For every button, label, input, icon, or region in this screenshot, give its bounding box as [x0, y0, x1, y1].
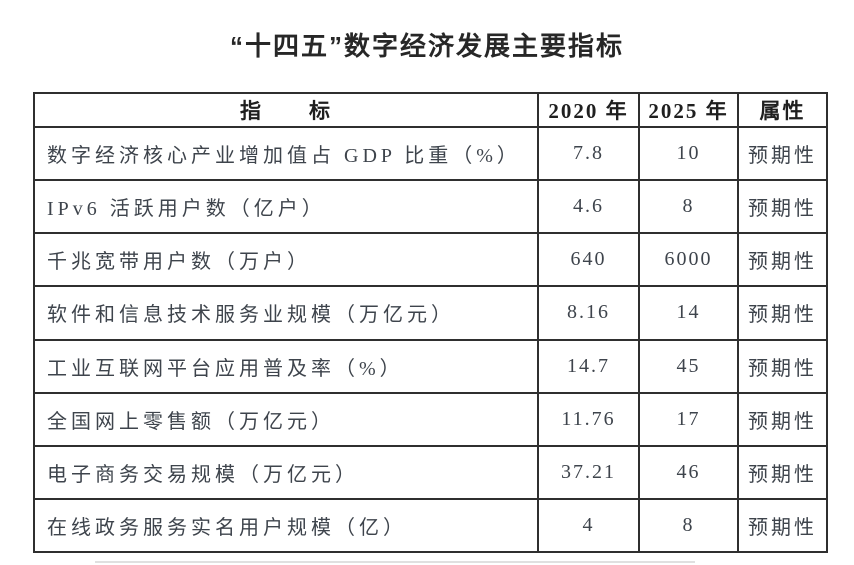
bottom-divider [95, 561, 695, 563]
table-header-row: 指 标 2020 年 2025 年 属性 [33, 92, 828, 128]
indicator-cell: 数字经济核心产业增加值占 GDP 比重（%） [33, 125, 539, 182]
table-body: 数字经济核心产业增加值占 GDP 比重（%） 7.8 10 预期性 IPv6 活跃用户数… [33, 125, 828, 554]
column-header-attribute: 属性 [737, 92, 828, 128]
value-2020-cell: 37.21 [537, 444, 640, 500]
value-2025-cell: 8 [638, 179, 739, 235]
value-2025-cell: 8 [638, 497, 739, 554]
attribute-cell: 预期性 [737, 179, 828, 235]
indicator-cell: 在线政务服务实名用户规模（亿） [33, 497, 539, 554]
value-2020-cell: 8.16 [537, 285, 640, 341]
table-row: 软件和信息技术服务业规模（万亿元） 8.16 14 预期性 [33, 285, 828, 341]
attribute-cell: 预期性 [737, 232, 828, 288]
value-2020-cell: 640 [537, 232, 640, 288]
table-row: 全国网上零售额（万亿元） 11.76 17 预期性 [33, 391, 828, 447]
table-row: 千兆宽带用户数（万户） 640 6000 预期性 [33, 232, 828, 288]
value-2025-cell: 10 [638, 125, 739, 182]
indicator-cell: 软件和信息技术服务业规模（万亿元） [33, 285, 539, 341]
attribute-cell: 预期性 [737, 497, 828, 554]
value-2020-cell: 4.6 [537, 179, 640, 235]
attribute-cell: 预期性 [737, 338, 828, 394]
table-row: 工业互联网平台应用普及率（%） 14.7 45 预期性 [33, 338, 828, 394]
column-header-2025: 2025 年 [638, 92, 739, 128]
attribute-cell: 预期性 [737, 125, 828, 182]
attribute-cell: 预期性 [737, 285, 828, 341]
value-2020-cell: 4 [537, 497, 640, 554]
indicator-cell: IPv6 活跃用户数（亿户） [33, 179, 539, 235]
value-2025-cell: 17 [638, 391, 739, 447]
value-2025-cell: 6000 [638, 232, 739, 288]
value-2020-cell: 14.7 [537, 338, 640, 394]
indicator-cell: 千兆宽带用户数（万户） [33, 232, 539, 288]
value-2025-cell: 14 [638, 285, 739, 341]
column-header-indicator: 指 标 [33, 92, 539, 128]
page-title: “十四五”数字经济发展主要指标 [229, 31, 624, 61]
column-header-2020: 2020 年 [537, 92, 640, 128]
value-2025-cell: 46 [638, 444, 739, 500]
value-2020-cell: 11.76 [537, 391, 640, 447]
indicators-table: 指 标 2020 年 2025 年 属性 数字经济核心产业增加值占 GDP 比重… [33, 92, 828, 554]
table-row: 在线政务服务实名用户规模（亿） 4 8 预期性 [33, 497, 828, 554]
table-row: 数字经济核心产业增加值占 GDP 比重（%） 7.8 10 预期性 [33, 125, 828, 182]
attribute-cell: 预期性 [737, 391, 828, 447]
table-row: 电子商务交易规模（万亿元） 37.21 46 预期性 [33, 444, 828, 500]
indicator-cell: 工业互联网平台应用普及率（%） [33, 338, 539, 394]
indicator-cell: 全国网上零售额（万亿元） [33, 391, 539, 447]
table-row: IPv6 活跃用户数（亿户） 4.6 8 预期性 [33, 179, 828, 235]
value-2025-cell: 45 [638, 338, 739, 394]
attribute-cell: 预期性 [737, 444, 828, 500]
value-2020-cell: 7.8 [537, 125, 640, 182]
indicator-cell: 电子商务交易规模（万亿元） [33, 444, 539, 500]
